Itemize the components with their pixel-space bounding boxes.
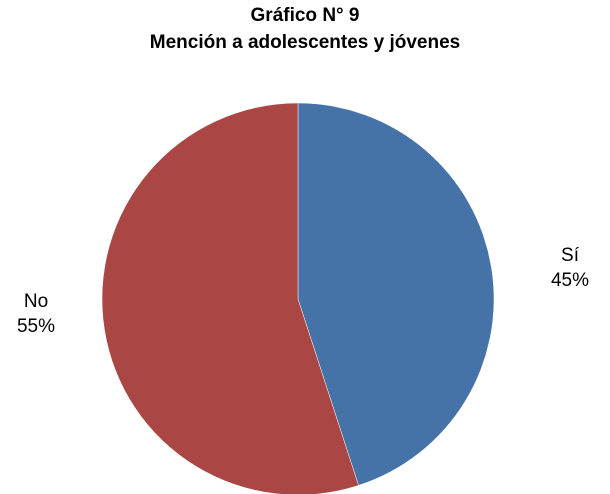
chart-title-block: Gráfico N° 9 Mención a adolescentes y jó…: [0, 2, 610, 56]
slice-label-no-name: No: [23, 291, 49, 312]
chart-subtitle: Mención a adolescentes y jóvenes: [149, 32, 461, 53]
slice-label-si-value: 45%: [550, 270, 590, 291]
slice-label-si: Sí 45%: [535, 243, 605, 293]
chart-title: Gráfico N° 9: [250, 5, 360, 26]
slice-label-no-value: 55%: [16, 316, 56, 337]
slice-label-no: No 55%: [0, 289, 72, 339]
pie-slice-no: [101, 102, 359, 494]
pie-slice-si: [297, 102, 495, 486]
slice-label-si-name: Sí: [561, 245, 579, 266]
